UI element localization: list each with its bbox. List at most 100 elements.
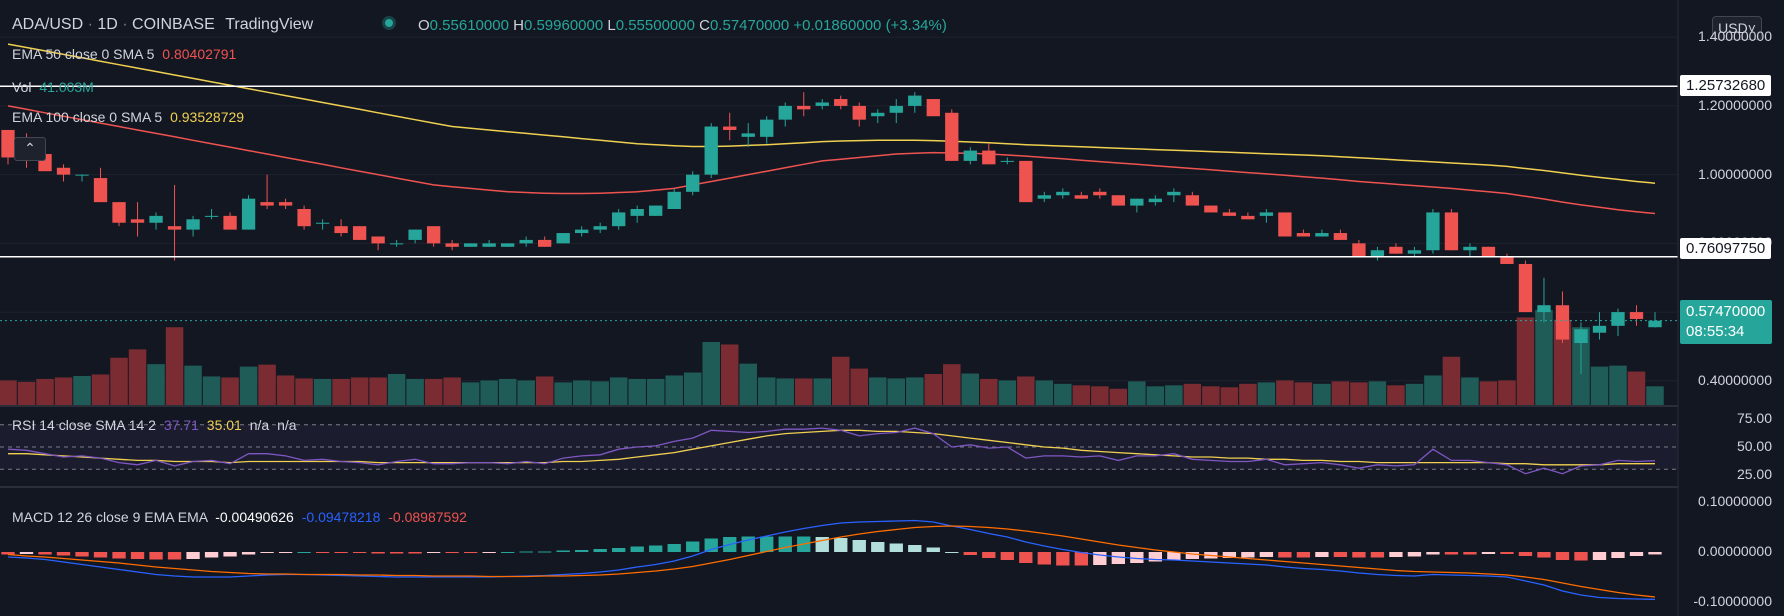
macd-hist-bar [149,552,163,560]
volume-bars [0,310,1664,406]
macd-hist-bar [1574,552,1588,561]
volume-bar [1516,317,1535,406]
ema100-label: EMA 100 close 0 SMA 5 [12,109,163,125]
candle-body [630,209,644,216]
candle-body [649,205,663,216]
ema50-legend[interactable]: EMA 50 close 0 SMA 5 0.80402791 [12,46,236,62]
volume-bar [110,357,128,406]
volume-bar [36,378,54,406]
volume-bar [572,380,591,406]
platform-label: TradingView [225,16,314,33]
candle-body [1037,195,1051,199]
volume-bar [1646,386,1664,406]
macd-label: MACD 12 26 close 9 EMA EMA [12,509,208,525]
chevron-down-icon: ˅ [1747,20,1756,36]
volume-bar [1054,383,1072,406]
candle-body [167,226,182,230]
ema100-legend[interactable]: EMA 100 close 0 SMA 5 0.93528729 [12,109,244,125]
candle-body [889,105,903,113]
volume-bar [0,380,17,406]
macd-hist-bar [1148,552,1163,562]
high-label: H [513,17,524,34]
macd-hist-bar [1167,552,1181,560]
volume-bar [1627,371,1646,406]
candle-body [778,105,792,120]
macd-hist-bar [1555,552,1570,560]
candle-body [538,239,552,247]
macd-hist-bar [1611,552,1625,558]
volume-bar [1165,385,1183,406]
currency-select[interactable]: USD˅ [1712,16,1762,40]
volume-bar [554,382,572,406]
macd-tick: 0.10000000 [1698,493,1772,509]
volume-bar [924,374,943,406]
volume-bar [498,378,517,406]
macd-hist-bar [241,552,256,555]
interval-label: 1D [97,16,118,33]
volume-bar [1405,383,1424,406]
macd-hist-bar [1648,552,1662,555]
volume-bar [1146,386,1165,406]
exchange-label: COINBASE [132,16,215,33]
volume-bar [739,363,757,406]
volume-legend[interactable]: Vol 41.003M [12,79,94,95]
macd-hist-value: -0.00490626 [215,509,294,525]
symbol-header[interactable]: ADA/USD · 1D · COINBASE TradingView [12,16,313,34]
volume-bar [480,380,498,406]
macd-hist-bar [1241,552,1255,558]
volume-bar [147,364,165,406]
candle-body [1167,191,1181,196]
candle-body [371,236,385,244]
macd-hist-bar [352,552,367,553]
candle-body [1389,246,1403,254]
volume-bar [1017,376,1035,406]
macd-signal-value: -0.08987592 [388,509,467,525]
rsi-na-1: n/a [249,417,270,433]
macd-hist-bar [408,552,422,554]
ema100-line [7,105,1656,215]
volume-bar [1479,381,1498,406]
collapse-legend-button[interactable]: ⌃ [14,137,46,161]
candle-body [426,226,441,244]
candle-body [797,105,811,110]
volume-bar [794,378,813,406]
macd-hist-bar [1,552,15,555]
volume-bar [73,375,91,406]
macd-hist-bar [926,547,940,552]
candle-body [445,243,459,247]
candle-body [297,209,311,227]
close-value: 0.57470000 [709,17,790,34]
volume-bar [1257,382,1276,406]
volume-bar [1313,383,1331,406]
rsi-sma-value: 35.01 [206,417,242,433]
volume-bar [832,356,850,406]
candle-body [686,174,700,192]
candle-body [241,198,256,230]
macd-hist-bar [445,552,459,553]
volume-bar [1128,381,1146,406]
candle-body [612,212,626,227]
volume-bar [1498,380,1516,406]
macd-hist-bar [1444,552,1459,555]
volume-bar [184,365,202,406]
macd-hist-bar [389,552,404,554]
candle-body [1204,205,1218,213]
candle-body [93,178,108,203]
volume-bar [1424,375,1442,406]
macd-legend[interactable]: MACD 12 26 close 9 EMA EMA -0.00490626 -… [12,509,467,525]
macd-hist-bar [1333,552,1348,557]
rsi-legend[interactable]: RSI 14 close SMA 14 2 37.71 35.01 n/a n/… [12,417,297,433]
candle-body [1592,325,1607,333]
volume-bar [535,376,554,406]
market-status-icon [380,14,398,37]
candle-body [760,119,774,137]
candle-body [1574,329,1588,344]
macd-line-value: -0.09478218 [301,509,381,525]
volume-bar [1072,385,1091,406]
candle-body [482,243,496,247]
level-high-badge: 1.25732680 [1680,75,1772,96]
macd-hist-bar [556,550,570,552]
candle-body [1629,312,1644,319]
macd-hist-bar [575,550,589,552]
